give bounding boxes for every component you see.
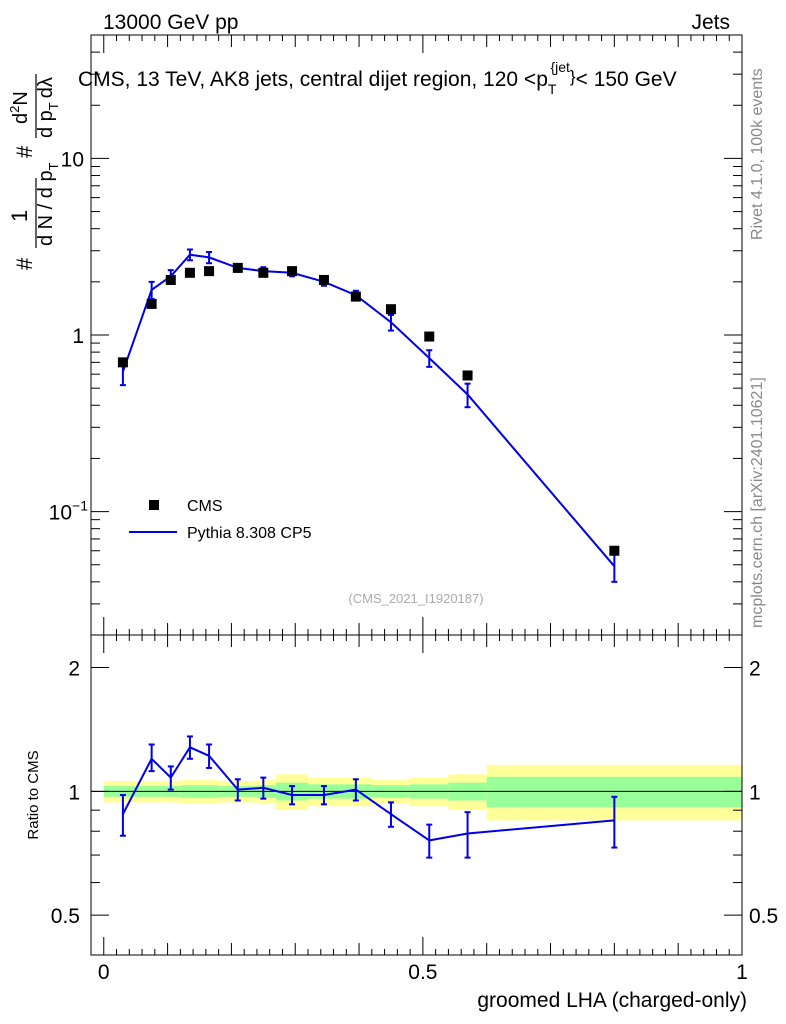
- ratio-panel-frame: [90, 634, 743, 956]
- cms-data-point: [165, 274, 176, 285]
- legend: CMS Pythia 8.308 CP5: [129, 498, 312, 542]
- main-ytick-label: 10: [61, 148, 84, 171]
- ylabel-frac2-num: d2N: [7, 91, 32, 124]
- rivet-side-label: Rivet 4.1.0, 100k events: [749, 68, 766, 240]
- ylabel-frac2-den: d pTdλ: [35, 77, 61, 138]
- ratio-ylabel: Ratio to CMS: [25, 750, 42, 839]
- main-ytick-label: 1: [72, 325, 84, 348]
- cms-data-point: [204, 266, 215, 277]
- cms-data-point: [287, 266, 298, 277]
- ratio-ytick-label-left: 2: [68, 658, 80, 681]
- cms-data-point: [318, 274, 329, 285]
- ratio-ytick-labels: 0.5 0.5 1 1 2 2: [51, 658, 778, 929]
- header-right-label: Jets: [691, 11, 730, 34]
- mcplots-side-label: mcplots.cern.ch [arXiv:2401.10621]: [749, 377, 766, 628]
- main-title-sup2: }: [570, 67, 576, 86]
- analysis-id-annotation: (CMS_2021_I1920187): [348, 591, 483, 606]
- ratio-ytick-label-right: 0.5: [749, 905, 778, 928]
- ratio-axis-ticks: [91, 635, 743, 956]
- ylabel-one: 1: [7, 210, 32, 222]
- ratio-xtick-label: 1: [736, 961, 748, 984]
- ratio-xtick-label: 0: [98, 961, 110, 984]
- legend-pythia-label: Pythia 8.308 CP5: [187, 525, 312, 542]
- cms-data-point: [350, 291, 361, 302]
- main-panel-frame: [90, 34, 743, 636]
- legend-cms-label: CMS: [187, 498, 223, 515]
- cms-data-point: [462, 370, 473, 381]
- ratio-ytick-label-right: 1: [749, 781, 761, 804]
- cms-data-point: [424, 331, 435, 342]
- main-ytick-label: 10−1: [49, 498, 89, 525]
- ylabel-den: d N / d pT: [35, 162, 61, 246]
- cms-data-point: [146, 298, 157, 309]
- cms-data-point: [385, 304, 396, 315]
- main-axis-ticks: [91, 34, 743, 636]
- ratio-xtick-label: 0.5: [408, 961, 437, 984]
- cms-data-point: [232, 262, 243, 273]
- ratio-ytick-label-left: 0.5: [51, 905, 80, 928]
- cms-data-point: [258, 267, 269, 278]
- header-left-label: 13000 GeV pp: [103, 11, 238, 34]
- main-panel: 10−1 1 10 CMS, 13 TeV, AK8 jets, central d…: [7, 34, 743, 636]
- ylabel-hash-right: #: [12, 145, 37, 158]
- main-ylabel: # 1 d N / d pT # d2N d pTdλ: [7, 74, 61, 270]
- pythia-curve: [121, 253, 616, 567]
- ratio-series: [119, 735, 618, 859]
- main-ytick-labels: 10−1 1 10: [49, 148, 89, 524]
- main-title-sub: T: [548, 81, 557, 97]
- ratio-xtick-labels: 0 0.5 1: [98, 961, 748, 984]
- cms-data-point: [184, 267, 195, 278]
- legend-cms-marker: [149, 500, 159, 510]
- ylabel-hash-left: #: [12, 257, 37, 270]
- cms-data-point: [117, 357, 128, 368]
- cms-data-point: [609, 545, 620, 556]
- ratio-ytick-label-right: 2: [749, 658, 761, 681]
- main-title-main: CMS, 13 TeV, AK8 jets, central dijet reg…: [78, 68, 548, 91]
- main-title-tail: < 150 GeV: [576, 68, 677, 91]
- ratio-uncertainty-bands: [103, 764, 742, 821]
- ratio-panel: 0.5 0.51 12 2 0 0.5 1 Ratio to CMS groomed LH…: [25, 634, 778, 1012]
- main-title: CMS, 13 TeV, AK8 jets, central dijet reg…: [78, 59, 677, 97]
- ratio-curve: [122, 746, 615, 842]
- main-title-sup: {jet: [550, 59, 570, 75]
- ratio-ytick-label-left: 1: [68, 781, 80, 804]
- main-series: [117, 248, 620, 583]
- ratio-xlabel: groomed LHA (charged-only): [477, 989, 747, 1012]
